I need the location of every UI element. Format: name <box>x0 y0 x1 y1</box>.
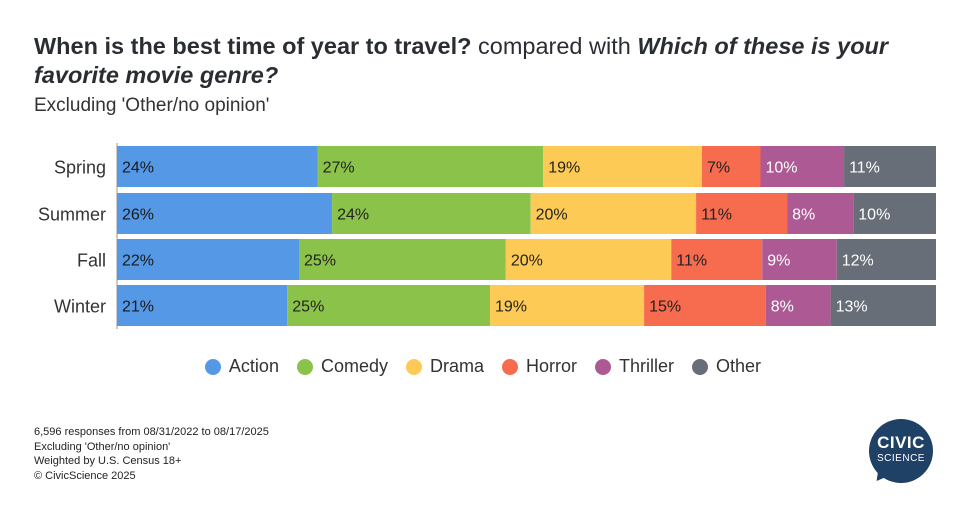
title-part-1: When is the best time of year to travel? <box>34 33 472 59</box>
data-label-horror-summer: 11% <box>701 207 732 224</box>
category-label-fall: Fall <box>77 251 106 271</box>
data-label-action-fall: 22% <box>122 253 154 270</box>
data-label-comedy-spring: 27% <box>323 160 355 177</box>
bar-other-spring <box>844 146 936 187</box>
bar-drama-winter <box>490 285 645 326</box>
data-label-thriller-summer: 8% <box>792 207 815 224</box>
data-label-drama-winter: 19% <box>495 299 527 316</box>
legend-item-horror: Horror <box>502 356 577 377</box>
footnotes: 6,596 responses from 08/31/2022 to 08/17… <box>34 425 269 483</box>
category-label-winter: Winter <box>54 297 106 317</box>
legend-label-thriller: Thriller <box>619 356 675 376</box>
data-label-thriller-spring: 10% <box>766 160 798 177</box>
legend-item-comedy: Comedy <box>296 356 388 377</box>
bar-comedy-summer <box>332 193 531 234</box>
logo-text-science: SCIENCE <box>877 453 925 464</box>
legend-item-drama: Drama <box>405 356 484 377</box>
legend-label-horror: Horror <box>526 356 578 376</box>
footnote-exclusion: Excluding 'Other/no opinion' <box>34 440 171 453</box>
data-label-action-spring: 24% <box>122 160 154 177</box>
footnote-copyright: © CivicScience 2025 <box>34 469 136 482</box>
bar-comedy-fall <box>299 239 506 280</box>
data-label-thriller-winter: 8% <box>771 299 794 316</box>
data-label-drama-spring: 19% <box>548 160 580 177</box>
bar-action-summer <box>117 193 333 234</box>
legend-swatch-drama <box>405 358 422 375</box>
chart-subtitle: Excluding 'Other/no opinion' <box>34 95 270 116</box>
bar-comedy-winter <box>287 285 491 326</box>
data-label-drama-summer: 20% <box>536 207 568 224</box>
footnote-weighting: Weighted by U.S. Census 18+ <box>34 455 182 467</box>
bar-action-spring <box>117 146 318 187</box>
bar-drama-fall <box>505 239 672 280</box>
data-label-comedy-winter: 25% <box>292 299 324 316</box>
data-label-other-spring: 11% <box>849 160 880 177</box>
data-label-comedy-summer: 24% <box>337 207 369 224</box>
legend-item-other: Other <box>692 356 761 377</box>
bar-thriller-summer <box>787 193 854 234</box>
bar-thriller-fall <box>762 239 837 280</box>
bar-drama-spring <box>543 146 702 187</box>
legend-label-comedy: Comedy <box>320 356 388 376</box>
legend-swatch-other <box>692 358 709 375</box>
data-label-drama-fall: 20% <box>511 253 543 270</box>
data-label-thriller-fall: 9% <box>767 253 790 270</box>
data-label-horror-winter: 15% <box>649 299 681 316</box>
bar-thriller-winter <box>765 285 831 326</box>
legend-swatch-comedy <box>296 358 313 375</box>
bar-horror-fall <box>671 239 763 280</box>
legend-swatch-horror <box>502 358 518 375</box>
data-label-action-summer: 26% <box>122 207 154 224</box>
data-label-horror-spring: 7% <box>707 160 730 177</box>
legend-item-action: Action <box>204 356 279 377</box>
legend-item-thriller: Thriller <box>595 356 674 377</box>
category-label-summer: Summer <box>38 205 106 225</box>
data-label-comedy-fall: 25% <box>304 253 336 270</box>
chart-legend: Action Comedy Drama Horror Thriller Other <box>0 356 966 377</box>
data-label-other-summer: 10% <box>858 207 890 224</box>
logo-text-civic: CIVIC <box>877 433 925 452</box>
bar-thriller-spring <box>760 146 845 187</box>
chart-title: When is the best time of year to travel?… <box>34 32 934 90</box>
footnote-responses: 6,596 responses from 08/31/2022 to 08/17… <box>34 426 269 438</box>
data-label-other-winter: 13% <box>836 299 868 316</box>
bar-action-winter <box>117 285 288 326</box>
legend-label-drama: Drama <box>429 356 484 376</box>
bar-other-fall <box>836 239 936 280</box>
title-part-2: compared with <box>478 33 631 59</box>
category-label-spring: Spring <box>54 158 106 178</box>
data-label-horror-fall: 11% <box>676 253 707 270</box>
bar-horror-spring <box>702 146 761 187</box>
stacked-bar-chart: Spring 24% 27% 19% 7% 10% 11% Summer 26% 24% 20% 11… <box>38 143 936 329</box>
legend-label-action: Action <box>228 356 279 376</box>
data-label-other-fall: 12% <box>842 253 874 270</box>
bar-drama-summer <box>530 193 697 234</box>
bar-horror-winter <box>644 285 766 326</box>
title-part-3: Which of these is your favorite movie ge… <box>34 33 889 88</box>
bar-other-winter <box>830 285 936 326</box>
legend-label-other: Other <box>716 356 762 376</box>
data-label-action-winter: 21% <box>122 299 154 316</box>
bar-horror-summer <box>696 193 788 234</box>
bar-action-fall <box>117 239 299 280</box>
bar-other-summer <box>853 193 936 234</box>
legend-swatch-action <box>204 358 221 375</box>
bar-comedy-spring <box>317 146 544 187</box>
legend-swatch-thriller <box>595 358 612 375</box>
civicscience-logo: CIVIC SCIENCE <box>869 419 933 487</box>
